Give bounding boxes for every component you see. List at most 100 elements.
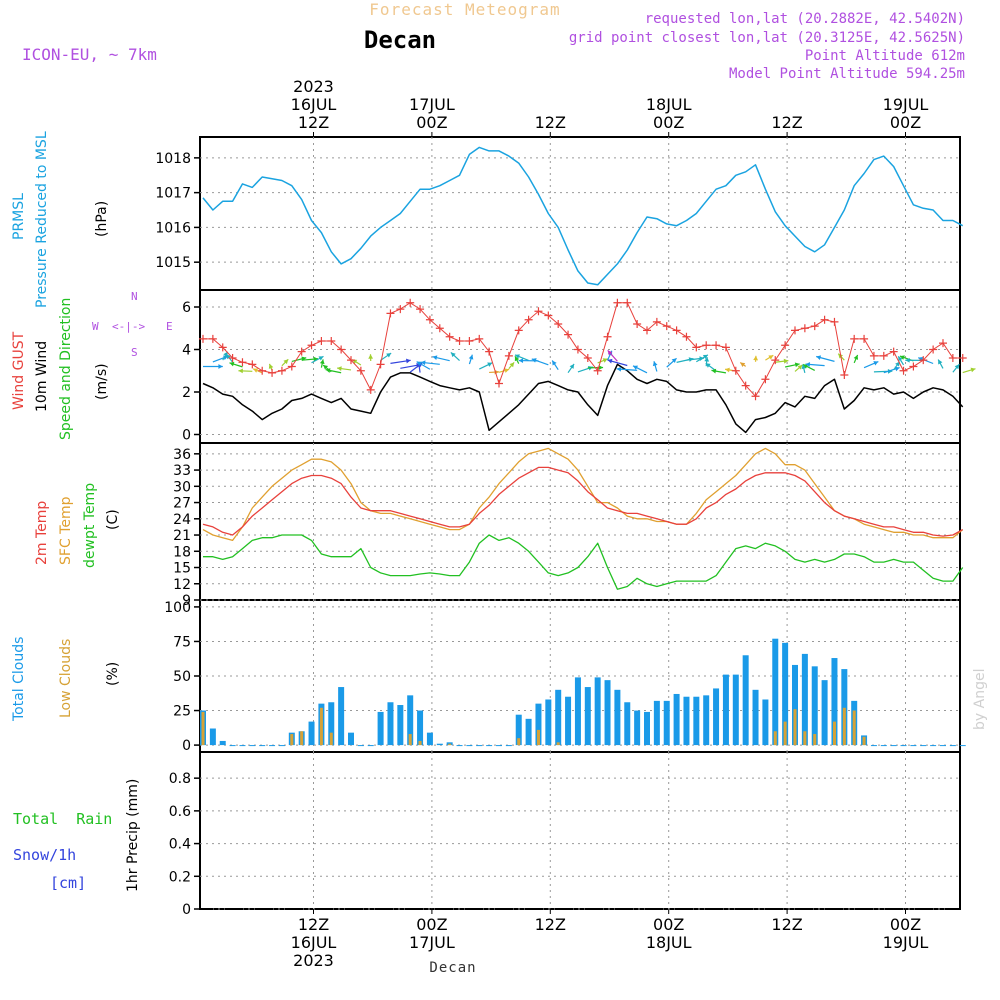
wind-arrow-head [803, 364, 809, 369]
wind-gust-marker [909, 362, 918, 371]
wind-arrow-head [420, 360, 426, 366]
wind-gust-marker [228, 354, 237, 362]
time-label: 17JUL [409, 95, 455, 114]
wind-arrow-head [432, 355, 438, 361]
wind-gust-marker [712, 341, 721, 350]
wind-gust-marker [465, 337, 474, 345]
time-label: 12Z [298, 113, 329, 132]
low-clouds-bar [556, 742, 560, 746]
time-label: 00Z [416, 915, 447, 934]
pressure-panel-frame [199, 136, 961, 291]
low-clouds-bar [290, 734, 294, 746]
wind-gust-marker [317, 337, 326, 345]
wind-gust-marker [771, 356, 780, 365]
total-rain-label: Total Rain [13, 810, 112, 828]
total-clouds-bar [476, 745, 483, 747]
wind-gust-marker [564, 330, 573, 339]
wind-arrow-head [887, 368, 893, 374]
time-label: 18JUL [646, 933, 692, 952]
wind-gust-marker [258, 366, 267, 375]
wind-arrow-head [405, 358, 411, 364]
total-clouds-bar [505, 745, 512, 747]
wind-gust-marker [702, 341, 711, 350]
total-clouds-bar [890, 745, 897, 747]
time-label: 00Z [416, 113, 447, 132]
temp-tick-label: 33 [173, 463, 191, 479]
wind-gust-marker [633, 320, 642, 328]
wind-arrow-head [416, 361, 422, 366]
wind-gust-marker [860, 334, 869, 343]
compass-n: N [131, 290, 138, 303]
wind-gust-marker [869, 351, 878, 360]
time-label: 16JUL [291, 95, 337, 114]
wind-arrow-head [671, 358, 677, 363]
total-clouds-bar [328, 702, 335, 746]
wind-gust-marker [741, 381, 750, 390]
total-clouds-bar [348, 732, 354, 746]
wind-dir-label: Speed and Direction [58, 298, 74, 440]
wind-gust-marker [524, 315, 533, 324]
total-clouds-bar [801, 653, 808, 746]
wind-gust-marker [445, 332, 454, 341]
wind-arrow-head [894, 366, 900, 372]
wind-gust-marker [287, 362, 296, 371]
wind-gust-marker [791, 326, 799, 335]
wind-arrow-head [954, 364, 960, 370]
wind-arrow-head [873, 361, 879, 366]
temp-tick-label: 18 [173, 544, 191, 560]
clouds-tick-label: 100 [164, 600, 191, 616]
wind-gust-marker [495, 379, 503, 388]
wind-arrow-head [704, 357, 710, 362]
low-clouds-bar [319, 707, 323, 746]
low-clouds-bar [793, 709, 797, 746]
wind-tick-label: 6 [182, 300, 191, 316]
wind-gust-marker [662, 322, 671, 331]
wind-gust-marker [731, 366, 740, 375]
wind-gust-marker [425, 315, 434, 324]
wind-gust-marker [751, 392, 760, 401]
total-clouds-bar [377, 711, 384, 746]
total-clouds-label: Total Clouds [11, 637, 27, 722]
total-clouds-bar [673, 693, 680, 746]
sfc-temp-line [202, 447, 964, 542]
grid-point-coords: grid point closest lon,lat (20.3125E, 42… [569, 30, 965, 46]
snow-unit-label: [cm] [50, 874, 86, 892]
wind-arrow-head [518, 358, 524, 364]
wind-gust-marker [475, 334, 484, 343]
wind-arrow-head [652, 361, 658, 367]
total-clouds-bar [269, 745, 276, 747]
prmsl-long-label: Pressure Reduced to MSL [34, 131, 50, 308]
wind-gust-marker [899, 366, 908, 375]
wind-arrow-head [853, 354, 859, 360]
wind-gust-marker [455, 337, 464, 345]
wind-arrow-head [711, 368, 717, 374]
wind-arrow-head [598, 365, 604, 370]
time-label: 18JUL [646, 95, 692, 114]
wind-gust-marker [583, 354, 592, 362]
wind-arrow-head [801, 364, 807, 370]
total-clouds-bar [762, 699, 769, 746]
wind-arrow-head [313, 356, 319, 362]
total-clouds-bar [486, 745, 493, 747]
wind-gust-marker [307, 341, 316, 350]
wind-arrow-head [783, 358, 789, 364]
wind-gust-marker [268, 368, 277, 377]
pressure-labels: PRMSL Pressure Reduced to MSL (hPa) [11, 131, 110, 308]
total-clouds-bar [910, 745, 917, 747]
total-clouds-bar [338, 687, 345, 746]
wind-arrow-head [238, 368, 243, 374]
credit-watermark: by Angel [972, 669, 988, 730]
wind-arrow-head [607, 350, 613, 356]
total-clouds-bar [496, 745, 502, 747]
total-clouds-bar [239, 745, 246, 747]
total-clouds-bar [930, 745, 937, 747]
total-clouds-bar [870, 745, 877, 747]
wind-gust-marker [800, 324, 809, 333]
time-label: 00Z [890, 915, 921, 934]
prmsl-label: PRMSL [11, 193, 27, 240]
total-clouds-bar [545, 699, 552, 746]
precip-unit: 1hr Precip (mm) [125, 779, 141, 892]
pressure-tick-label: 1017 [155, 186, 191, 202]
temp-tick-label: 24 [173, 512, 191, 528]
model-label: ICON-EU, ~ 7km [22, 45, 157, 64]
